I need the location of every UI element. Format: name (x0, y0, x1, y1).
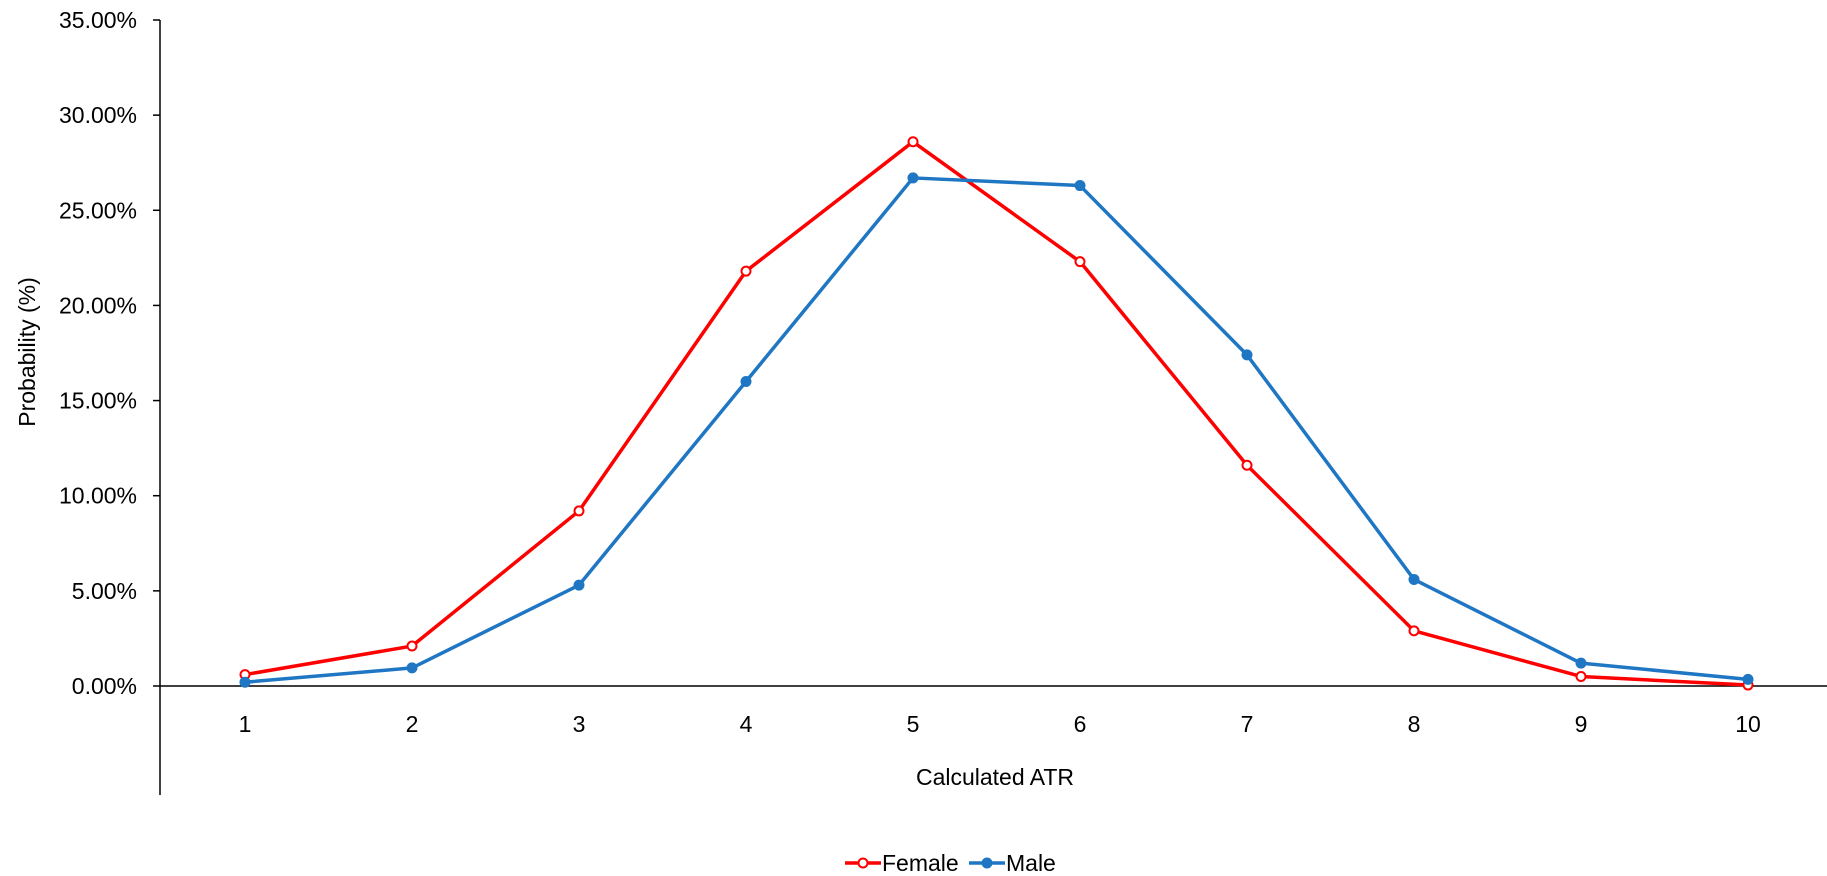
series-layer (239, 136, 1754, 691)
data-point (740, 265, 752, 277)
legend-item-female: Female (845, 850, 959, 876)
data-point (1241, 459, 1253, 471)
x-tick-label: 4 (740, 711, 753, 737)
x-tick-label: 10 (1735, 711, 1761, 737)
data-point (907, 136, 919, 148)
x-axis-title: Calculated ATR (916, 764, 1074, 790)
data-point (1241, 349, 1253, 361)
data-point (573, 579, 585, 591)
data-point (1074, 180, 1086, 192)
series-female (239, 136, 1754, 691)
x-tick-label: 9 (1575, 711, 1588, 737)
data-point (1408, 625, 1420, 637)
data-point (573, 505, 585, 517)
legend-marker (857, 857, 869, 869)
data-point (406, 640, 418, 652)
x-tick-label: 7 (1241, 711, 1254, 737)
series-line (244, 176, 1749, 684)
data-point (1742, 673, 1754, 685)
data-point (1575, 670, 1587, 682)
x-tick-label: 3 (573, 711, 586, 737)
x-tick-label: 1 (239, 711, 252, 737)
legend-marker (981, 857, 993, 869)
data-point (406, 662, 418, 674)
data-point (239, 676, 251, 688)
y-tick-label: 30.00% (59, 102, 137, 128)
data-point (907, 172, 919, 184)
x-tick-labels: 1 2 3 4 5 6 7 8 9 10 (239, 711, 1761, 737)
data-point (1408, 573, 1420, 585)
y-tick-label: 15.00% (59, 388, 137, 414)
data-point (1074, 256, 1086, 268)
x-tick-label: 5 (907, 711, 920, 737)
legend: Female Male (845, 850, 1056, 876)
y-axis-title: Probability (%) (14, 277, 40, 427)
series-line (244, 140, 1749, 687)
legend-label: Female (882, 850, 959, 876)
y-tick-label: 35.00% (59, 7, 137, 33)
y-tick-label: 5.00% (72, 578, 137, 604)
y-tick-label: 0.00% (72, 673, 137, 699)
x-tick-label: 8 (1408, 711, 1421, 737)
data-point (1575, 657, 1587, 669)
x-tick-label: 6 (1074, 711, 1087, 737)
legend-label: Male (1006, 850, 1056, 876)
data-point (740, 376, 752, 388)
y-tick-labels: 0.00% 5.00% 10.00% 15.00% 20.00% 25.00% 30.00%… (59, 7, 160, 699)
x-tick-label: 2 (406, 711, 419, 737)
legend-item-male: Male (969, 850, 1056, 876)
chart-axes (159, 20, 1827, 795)
series-male (239, 172, 1754, 688)
y-tick-label: 25.00% (59, 197, 137, 223)
y-tick-label: 10.00% (59, 483, 137, 509)
y-tick-label: 20.00% (59, 292, 137, 318)
